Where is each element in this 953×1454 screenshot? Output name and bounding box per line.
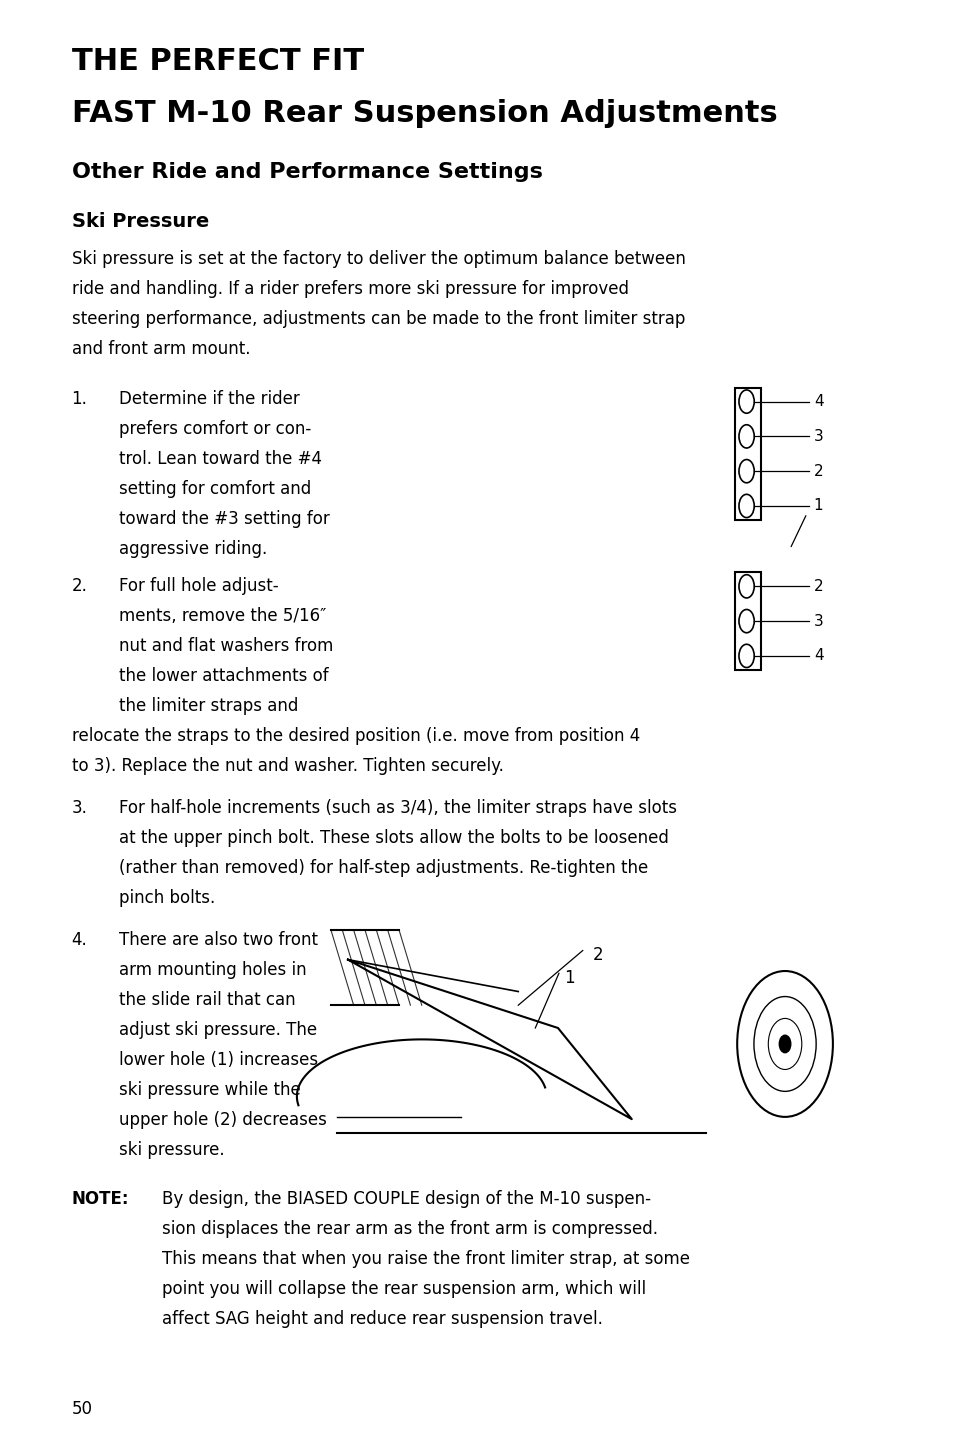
Text: ments, remove the 5/16″: ments, remove the 5/16″ <box>119 606 326 625</box>
Text: NOTE:: NOTE: <box>71 1189 129 1208</box>
Text: For full hole adjust-: For full hole adjust- <box>119 577 278 595</box>
Text: Other Ride and Performance Settings: Other Ride and Performance Settings <box>71 161 542 182</box>
Text: 4.: 4. <box>71 931 88 948</box>
Text: 2: 2 <box>813 579 822 593</box>
Text: 1: 1 <box>563 968 574 987</box>
Bar <box>734 388 760 521</box>
Text: and front arm mount.: and front arm mount. <box>71 340 250 359</box>
Text: nut and flat washers from: nut and flat washers from <box>119 637 334 654</box>
Text: affect SAG height and reduce rear suspension travel.: affect SAG height and reduce rear suspen… <box>162 1310 602 1328</box>
Text: 3: 3 <box>813 429 822 443</box>
Text: toward the #3 setting for: toward the #3 setting for <box>119 509 330 528</box>
Text: THE PERFECT FIT: THE PERFECT FIT <box>71 47 363 76</box>
Text: point you will collapse the rear suspension arm, which will: point you will collapse the rear suspens… <box>162 1280 645 1297</box>
Bar <box>734 573 760 670</box>
Text: 3: 3 <box>813 614 822 628</box>
Text: pinch bolts.: pinch bolts. <box>119 888 215 907</box>
Text: For half-hole increments (such as 3/4), the limiter straps have slots: For half-hole increments (such as 3/4), … <box>119 798 677 817</box>
Text: ski pressure.: ski pressure. <box>119 1140 225 1159</box>
Text: the slide rail that can: the slide rail that can <box>119 990 295 1009</box>
Text: 2: 2 <box>592 947 602 964</box>
Text: the lower attachments of: the lower attachments of <box>119 667 329 685</box>
Text: Ski pressure is set at the factory to deliver the optimum balance between: Ski pressure is set at the factory to de… <box>71 250 684 269</box>
Text: to 3). Replace the nut and washer. Tighten securely.: to 3). Replace the nut and washer. Tight… <box>71 756 503 775</box>
Text: ski pressure while the: ski pressure while the <box>119 1080 301 1099</box>
Text: 50: 50 <box>71 1400 92 1418</box>
Text: 2: 2 <box>813 464 822 478</box>
Text: This means that when you raise the front limiter strap, at some: This means that when you raise the front… <box>162 1249 689 1268</box>
Text: steering performance, adjustments can be made to the front limiter strap: steering performance, adjustments can be… <box>71 311 684 329</box>
Text: 4: 4 <box>813 648 822 663</box>
Text: 1: 1 <box>813 499 822 513</box>
Text: aggressive riding.: aggressive riding. <box>119 539 267 557</box>
Text: There are also two front: There are also two front <box>119 931 318 948</box>
Text: 3.: 3. <box>71 798 88 817</box>
Text: adjust ski pressure. The: adjust ski pressure. The <box>119 1021 317 1038</box>
Text: By design, the BIASED COUPLE design of the M-10 suspen-: By design, the BIASED COUPLE design of t… <box>162 1189 651 1208</box>
Text: ride and handling. If a rider prefers more ski pressure for improved: ride and handling. If a rider prefers mo… <box>71 281 628 298</box>
Text: setting for comfort and: setting for comfort and <box>119 480 312 497</box>
Text: 2.: 2. <box>71 577 88 595</box>
Text: sion displaces the rear arm as the front arm is compressed.: sion displaces the rear arm as the front… <box>162 1220 658 1237</box>
Text: arm mounting holes in: arm mounting holes in <box>119 961 307 979</box>
Text: (rather than removed) for half-step adjustments. Re-tighten the: (rather than removed) for half-step adju… <box>119 859 648 877</box>
Text: prefers comfort or con-: prefers comfort or con- <box>119 420 312 438</box>
Text: Ski Pressure: Ski Pressure <box>71 212 209 231</box>
Text: upper hole (2) decreases: upper hole (2) decreases <box>119 1111 327 1128</box>
Text: 4: 4 <box>813 394 822 409</box>
Circle shape <box>779 1035 790 1053</box>
Text: FAST M-10 Rear Suspension Adjustments: FAST M-10 Rear Suspension Adjustments <box>71 99 777 128</box>
Text: relocate the straps to the desired position (i.e. move from position 4: relocate the straps to the desired posit… <box>71 727 639 744</box>
Text: trol. Lean toward the #4: trol. Lean toward the #4 <box>119 449 322 468</box>
Text: Determine if the rider: Determine if the rider <box>119 390 299 407</box>
Text: 1.: 1. <box>71 390 88 407</box>
Text: at the upper pinch bolt. These slots allow the bolts to be loosened: at the upper pinch bolt. These slots all… <box>119 829 668 846</box>
Text: lower hole (1) increases: lower hole (1) increases <box>119 1051 318 1069</box>
Text: the limiter straps and: the limiter straps and <box>119 696 298 715</box>
